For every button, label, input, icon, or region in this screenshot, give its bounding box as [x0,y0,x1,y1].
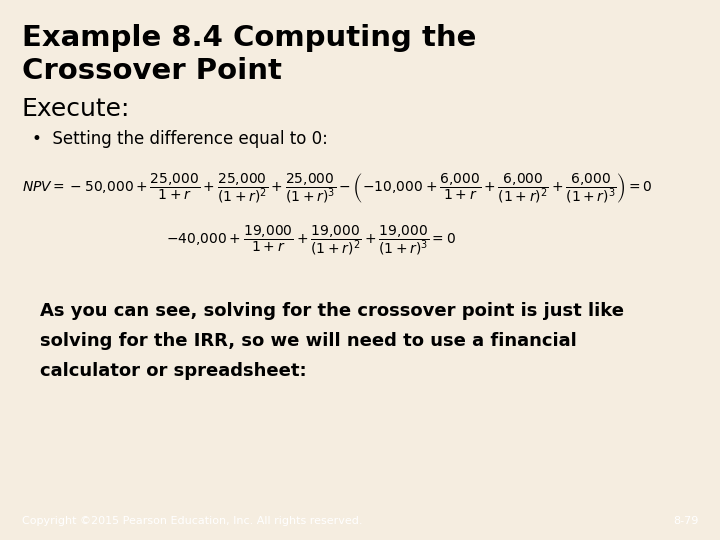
Text: solving for the IRR, so we will need to use a financial: solving for the IRR, so we will need to … [40,332,576,350]
Text: Copyright ©2015 Pearson Education, Inc. All rights reserved.: Copyright ©2015 Pearson Education, Inc. … [22,516,362,526]
Text: 8-79: 8-79 [673,516,698,526]
Text: Crossover Point: Crossover Point [22,57,282,85]
Text: As you can see, solving for the crossover point is just like: As you can see, solving for the crossove… [40,302,624,320]
Text: Execute:: Execute: [22,97,130,121]
Text: $-40{,}000+\dfrac{19{,}000}{1+r}+\dfrac{19{,}000}{(1+r)^2}+\dfrac{19{,}000}{(1+r: $-40{,}000+\dfrac{19{,}000}{1+r}+\dfrac{… [166,224,456,257]
Text: Example 8.4 Computing the: Example 8.4 Computing the [22,24,476,52]
Text: •  Setting the difference equal to 0:: • Setting the difference equal to 0: [32,130,328,147]
Text: calculator or spreadsheet:: calculator or spreadsheet: [40,362,306,380]
Text: $NPV = -50{,}000+\dfrac{25{,}000}{1+r}+\dfrac{25{,}000}{(1+r)^2}+\dfrac{25{,}000: $NPV = -50{,}000+\dfrac{25{,}000}{1+r}+\… [22,172,652,206]
